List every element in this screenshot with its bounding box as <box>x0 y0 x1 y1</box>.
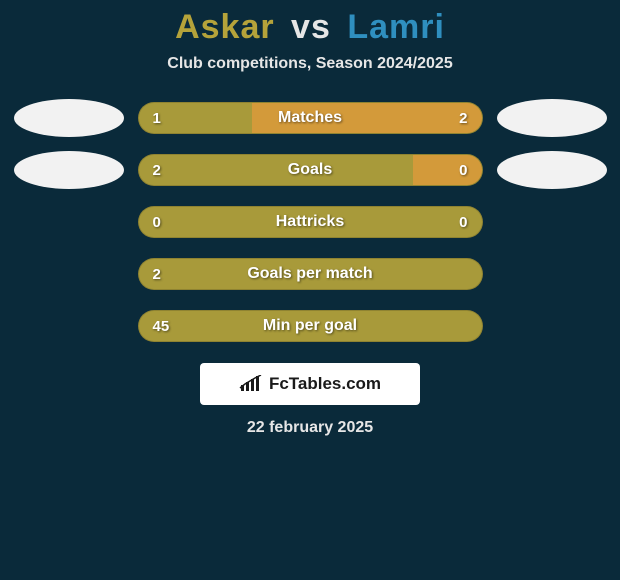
stat-label: Hattricks <box>139 207 482 237</box>
player2-avatar <box>497 151 607 189</box>
player2-name: Lamri <box>347 8 445 46</box>
chart-icon <box>239 375 263 393</box>
vs-text: vs <box>291 8 331 46</box>
stat-row: 0 0Hattricks <box>0 203 620 241</box>
stat-right-value: 0 <box>459 207 467 237</box>
stat-row: 45Min per goal <box>0 307 620 345</box>
attribution-text: FcTables.com <box>269 374 381 394</box>
stat-row: 12Matches <box>0 99 620 137</box>
subtitle: Club competitions, Season 2024/2025 <box>167 55 452 73</box>
stat-left-value: 2 <box>153 259 161 289</box>
container: Askar vs Lamri Club competitions, Season… <box>0 0 620 437</box>
stat-bar: 20Goals <box>138 154 483 186</box>
stat-bar: 12Matches <box>138 102 483 134</box>
stat-left-value: 0 <box>153 207 161 237</box>
page-title: Askar vs Lamri <box>175 8 445 47</box>
stat-row: 20Goals <box>0 151 620 189</box>
stats-rows: 12Matches20Goals00Hattricks2Goals per ma… <box>0 99 620 345</box>
stat-left-value: 1 <box>153 103 161 133</box>
attribution-badge: FcTables.com <box>200 363 420 405</box>
stat-bar: 2Goals per match <box>138 258 483 290</box>
stat-row: 2Goals per match <box>0 255 620 293</box>
date-text: 22 february 2025 <box>247 419 373 437</box>
stat-label: Goals per match <box>139 259 482 289</box>
player1-avatar <box>14 151 124 189</box>
player1-avatar <box>14 99 124 137</box>
stat-left-value: 2 <box>153 155 161 185</box>
stat-bar: 45Min per goal <box>138 310 483 342</box>
stat-label: Min per goal <box>139 311 482 341</box>
player2-avatar <box>497 99 607 137</box>
player1-name: Askar <box>175 8 275 46</box>
stat-bar: 0 0Hattricks <box>138 206 483 238</box>
stat-bar-right-seg <box>413 155 482 185</box>
stat-left-value: 45 <box>153 311 170 341</box>
stat-bar-right-seg <box>252 103 482 133</box>
